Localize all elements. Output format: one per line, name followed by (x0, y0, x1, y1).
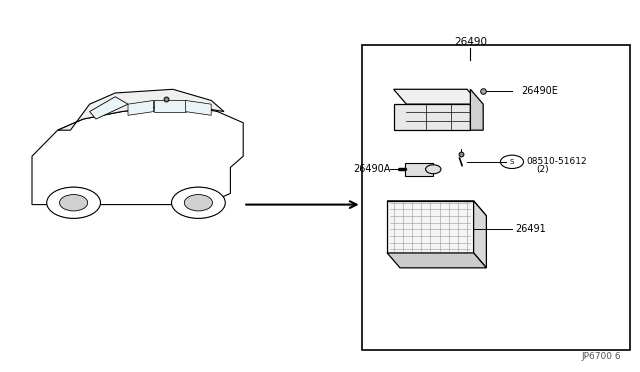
Circle shape (184, 195, 212, 211)
Polygon shape (394, 89, 480, 104)
Polygon shape (32, 104, 243, 205)
Polygon shape (387, 201, 486, 216)
Polygon shape (474, 201, 486, 268)
Polygon shape (387, 253, 486, 268)
Polygon shape (394, 104, 470, 130)
Polygon shape (186, 100, 211, 115)
Polygon shape (58, 89, 224, 130)
Bar (405, 163, 433, 176)
Text: 26490: 26490 (454, 36, 487, 46)
Polygon shape (128, 100, 154, 115)
Text: 08510-51612: 08510-51612 (526, 157, 587, 166)
Polygon shape (387, 201, 474, 253)
Text: 26490E: 26490E (522, 86, 559, 96)
Text: JP6700 6: JP6700 6 (581, 352, 621, 361)
Circle shape (172, 187, 225, 218)
Polygon shape (470, 89, 483, 130)
Text: (2): (2) (536, 165, 549, 174)
Bar (362, 45, 630, 350)
Text: 26490A: 26490A (353, 164, 390, 174)
Circle shape (60, 195, 88, 211)
Polygon shape (90, 97, 128, 119)
Circle shape (47, 187, 100, 218)
Polygon shape (154, 100, 186, 112)
Circle shape (426, 165, 441, 174)
Text: S: S (510, 159, 514, 165)
Text: 26491: 26491 (515, 224, 546, 234)
